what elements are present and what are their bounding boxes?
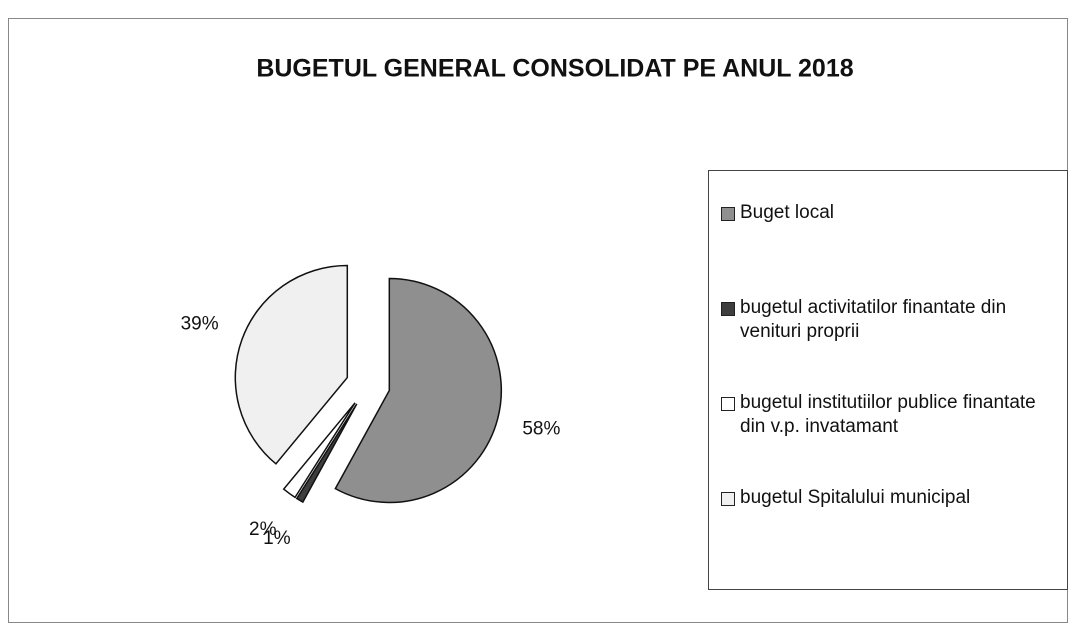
legend-swatch — [721, 302, 735, 316]
chart-title: BUGETUL GENERAL CONSOLIDAT PE ANUL 2018 — [256, 55, 853, 83]
legend-label: bugetul Spitalului municipal — [740, 487, 971, 508]
data-label: 39% — [181, 313, 219, 334]
legend-label: Buget local — [740, 202, 835, 223]
pie-slice — [282, 402, 356, 499]
legend-entry: bugetul activitatilor finantate din veni… — [721, 296, 1057, 391]
legend-swatch — [721, 397, 735, 411]
data-label: 2% — [249, 519, 277, 540]
legend-label: bugetul institutiilor publice finantate … — [740, 392, 1036, 437]
legend-entry: bugetul institutiilor publice finantate … — [721, 391, 1057, 486]
legend-swatch — [721, 207, 735, 221]
legend-entry: Buget local — [721, 201, 1057, 296]
legend-entry: bugetul Spitalului municipal — [721, 486, 1057, 510]
pie-slice — [334, 277, 503, 504]
pie-slice — [234, 264, 349, 465]
legend: Buget local bugetul activitatilor finanta… — [708, 170, 1068, 590]
data-label: 1% — [263, 528, 291, 549]
legend-swatch — [721, 492, 735, 506]
data-label: 58% — [522, 419, 560, 440]
legend-label: bugetul activitatilor finantate din veni… — [740, 297, 1007, 342]
pie-slice — [295, 403, 358, 504]
